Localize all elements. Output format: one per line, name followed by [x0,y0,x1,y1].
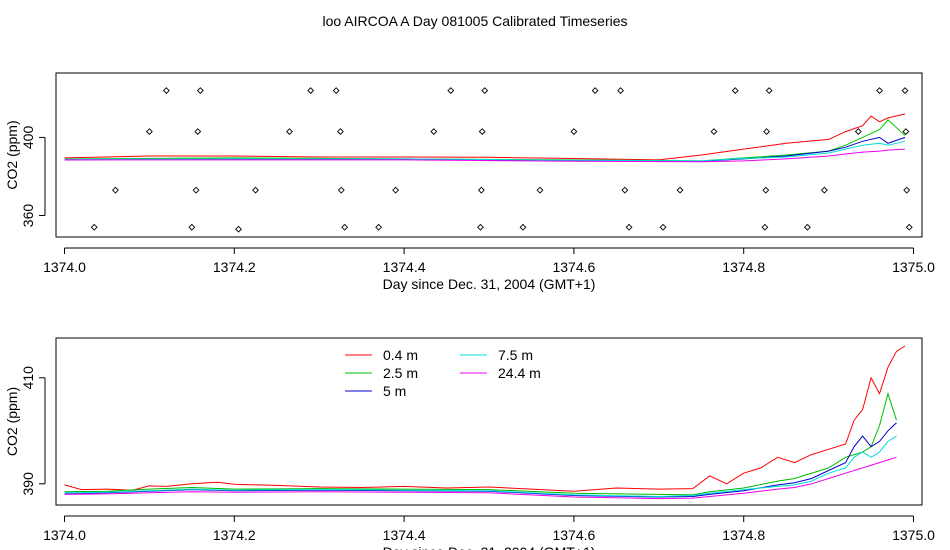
marker-point [854,128,862,136]
chart-panel-top: 1374.0 1374.2 1374.4 1374.6 1374.8 1375.0 Day … [4,72,935,292]
x-tick-label: 1375.0 [892,259,935,275]
x-tick-label: 1374.8 [722,259,765,275]
marker-point [617,87,625,95]
marker-point [905,223,913,231]
marker-point [676,186,684,194]
marker-point [591,87,599,95]
series-line-4 [64,456,897,500]
plot-frame [55,72,923,238]
x-tick-label: 1374.0 [43,527,86,543]
marker-point [903,186,911,194]
marker-point [430,128,438,136]
marker-point [235,225,242,233]
legend-label: 5 m [383,383,406,399]
marker-point [162,87,170,95]
y-tick-label: 360 [20,204,36,228]
plot-frame [55,337,923,506]
marker-point [625,223,633,231]
y-tick-label: 410 [20,366,36,390]
marker-point [901,87,909,95]
marker-point [902,128,910,136]
x-tick-label: 1374.0 [43,259,86,275]
marker-point [336,128,344,136]
series-line-0 [64,113,906,161]
x-tick-label: 1374.2 [213,259,256,275]
series-line-1 [64,391,897,496]
chart-panel-bottom: 1374.0 1374.2 1374.4 1374.6 1374.8 1375.0 Day … [4,337,935,550]
series-line-4 [64,148,906,163]
page-title: loo AIRCOA A Day 081005 Calibrated Times… [322,13,627,29]
legend-label: 7.5 m [498,347,533,363]
marker-point [659,223,667,231]
series-line-3 [64,435,897,498]
marker-point [761,223,769,231]
x-tick-label: 1374.4 [383,259,426,275]
marker-point [188,223,196,231]
marker-point [481,87,489,95]
marker-point [375,223,383,231]
marker-point [477,186,485,194]
marker-point [519,223,527,231]
x-tick-label: 1374.8 [722,527,765,543]
marker-point [478,128,486,136]
marker-point [337,186,345,194]
legend-label: 0.4 m [383,347,418,363]
marker-point [621,186,629,194]
marker-point [111,186,119,194]
marker-point [765,87,773,95]
marker-point [341,223,349,231]
x-tick-label: 1374.2 [213,527,256,543]
marker-point [447,87,455,95]
marker-point [392,186,400,194]
marker-point [90,223,98,231]
x-tick-label: 1374.6 [552,259,595,275]
series-line-0 [64,345,906,492]
marker-point [570,128,578,136]
y-axis-label: CO2 (ppm) [4,120,20,189]
x-tick-label: 1375.0 [892,527,935,543]
legend-label: 24.4 m [498,365,541,381]
marker-point [252,186,259,194]
y-tick-label: 400 [20,126,36,150]
marker-point [307,87,315,95]
marker-point [803,223,811,231]
series-line-3 [64,140,906,162]
x-tick-label: 1374.6 [552,527,595,543]
marker-point [196,87,204,95]
marker-point [820,186,828,194]
y-axis-label: CO2 (ppm) [4,387,20,456]
marker-point [876,87,883,95]
marker-point [710,128,718,136]
y-tick-label: 390 [20,472,36,496]
legend-label: 2.5 m [383,365,418,381]
marker-point [192,186,200,194]
x-axis-label: Day since Dec. 31, 2004 (GMT+1) [383,544,596,550]
marker-point [145,128,153,136]
marker-point [536,186,544,194]
marker-point [194,128,202,136]
x-axis-label: Day since Dec. 31, 2004 (GMT+1) [383,276,596,292]
marker-point [332,87,340,95]
marker-point [286,128,293,136]
marker-point [762,186,770,194]
x-tick-label: 1374.4 [383,527,426,543]
marker-point [477,223,484,231]
marker-point [731,87,739,95]
marker-point [763,128,771,136]
